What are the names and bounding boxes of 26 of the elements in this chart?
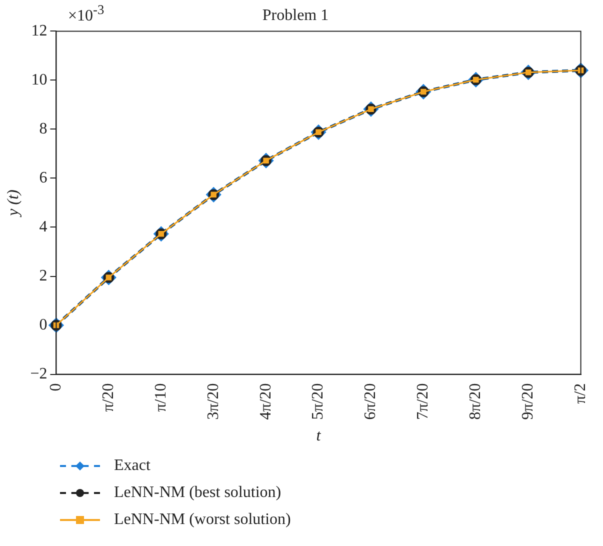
legend-label: Exact — [114, 456, 150, 474]
legend-label: LeNN-NM (best solution) — [114, 484, 282, 502]
x-tick-label: 9π/20 — [520, 383, 537, 420]
x-tick-label: 5π/20 — [310, 383, 327, 420]
y-tick-label: −2 — [30, 365, 48, 382]
y-tick-label: 4 — [39, 218, 48, 236]
x-tick-label: 8π/20 — [467, 383, 484, 420]
x-tick-label: π/20 — [100, 383, 117, 412]
legend-label: LeNN-NM (worst solution) — [114, 510, 291, 528]
text: ×10$^{-3}$ — [68, 2, 104, 26]
x-tick-label: π/2 — [572, 383, 590, 404]
y-axis-title: y (t) — [4, 190, 22, 218]
y-tick-label: 2 — [39, 267, 48, 284]
x-tick-label: 3π/20 — [204, 383, 222, 420]
x-tick-label: π/10 — [152, 383, 170, 412]
x-tick-label: 4π/20 — [257, 383, 274, 420]
y-tick-label: 6 — [39, 169, 48, 186]
chart-title: Problem 1 — [262, 6, 329, 24]
y-tick-label: 0 — [39, 316, 48, 334]
y-tick-label: 10 — [31, 71, 48, 88]
x-tick-label: 0 — [47, 383, 64, 392]
x-tick-label: 7π/20 — [414, 383, 432, 420]
y-tick-label: 8 — [39, 120, 48, 138]
x-tick-label: 6π/20 — [362, 383, 380, 420]
y-tick-label: 12 — [31, 22, 48, 40]
x-axis-title: t — [316, 428, 322, 445]
